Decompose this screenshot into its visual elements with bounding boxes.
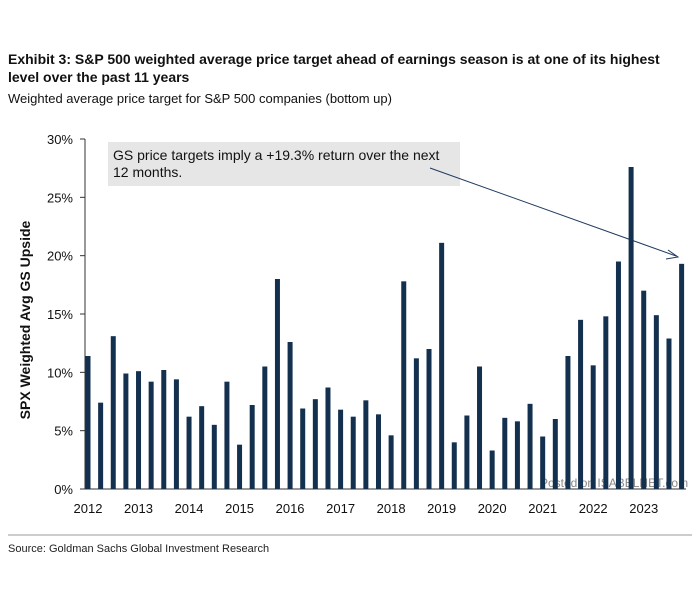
bar — [666, 338, 672, 489]
y-tick-label: 30% — [47, 132, 73, 147]
bar — [527, 403, 533, 489]
bar — [338, 409, 344, 489]
y-tick-label: 25% — [47, 190, 73, 205]
bar — [628, 167, 634, 489]
x-tick-label: 2012 — [74, 501, 103, 516]
chart-title: Exhibit 3: S&P 500 weighted average pric… — [8, 51, 660, 85]
bar — [540, 436, 546, 489]
bar — [439, 242, 445, 489]
y-tick-label: 0% — [54, 482, 73, 497]
bar — [312, 399, 318, 489]
x-tick-label: 2020 — [478, 501, 507, 516]
x-tick-label: 2023 — [629, 501, 658, 516]
bar — [325, 387, 331, 489]
x-tick-label: 2018 — [377, 501, 406, 516]
chart-subtitle: Weighted average price target for S&P 50… — [8, 91, 392, 106]
bar — [565, 356, 571, 489]
x-tick-label: 2017 — [326, 501, 355, 516]
annotation-box — [108, 142, 460, 186]
bar — [388, 435, 394, 489]
x-tick-label: 2022 — [579, 501, 608, 516]
bar — [375, 414, 381, 489]
bar — [401, 281, 407, 489]
x-tick-label: 2014 — [175, 501, 204, 516]
x-tick-label: 2021 — [528, 501, 557, 516]
bar — [85, 356, 91, 489]
bar — [237, 444, 243, 489]
y-tick-label: 15% — [47, 307, 73, 322]
bar — [653, 315, 659, 489]
bar — [110, 336, 116, 489]
bar — [199, 406, 205, 489]
source: Source: Goldman Sachs Global Investment … — [8, 543, 270, 555]
bar — [641, 290, 647, 489]
bar — [173, 379, 179, 489]
bar — [489, 450, 495, 489]
bar — [477, 366, 483, 489]
bar — [590, 365, 596, 489]
bar — [413, 358, 419, 489]
bar — [136, 371, 142, 489]
bar — [148, 381, 154, 489]
bar — [514, 421, 520, 489]
bar — [451, 442, 457, 489]
bar — [552, 419, 558, 489]
bar — [679, 263, 685, 489]
bar — [262, 366, 268, 489]
bar — [186, 416, 192, 489]
bar — [603, 316, 609, 489]
bar — [300, 408, 306, 489]
x-tick-label: 2015 — [225, 501, 254, 516]
bar — [363, 400, 369, 489]
bar — [426, 349, 432, 489]
annotation: GS price targets imply a +19.3% return o… — [113, 147, 440, 180]
bar — [249, 405, 255, 489]
bar — [98, 402, 104, 489]
y-tick-label: 10% — [47, 365, 73, 380]
y-tick-label: 5% — [54, 424, 73, 439]
bar — [502, 417, 508, 489]
bar — [578, 319, 584, 489]
bar — [615, 261, 621, 489]
bar — [350, 416, 356, 489]
bar — [464, 415, 470, 489]
x-tick-label: 2013 — [124, 501, 153, 516]
bar — [123, 373, 129, 489]
x-tick-label: 2019 — [427, 501, 456, 516]
x-tick-label: 2016 — [276, 501, 305, 516]
y-tick-label: 20% — [47, 249, 73, 264]
bar — [161, 370, 167, 489]
y-axis-label: SPX Weighted Avg GS Upside — [17, 220, 33, 419]
bar — [274, 279, 280, 489]
bar — [211, 424, 217, 489]
watermark: Posted on ISABELNET.com — [540, 476, 688, 490]
arrow-head — [665, 249, 680, 260]
bar — [224, 381, 230, 489]
bar — [287, 342, 293, 489]
annotation-arrow — [429, 167, 677, 257]
